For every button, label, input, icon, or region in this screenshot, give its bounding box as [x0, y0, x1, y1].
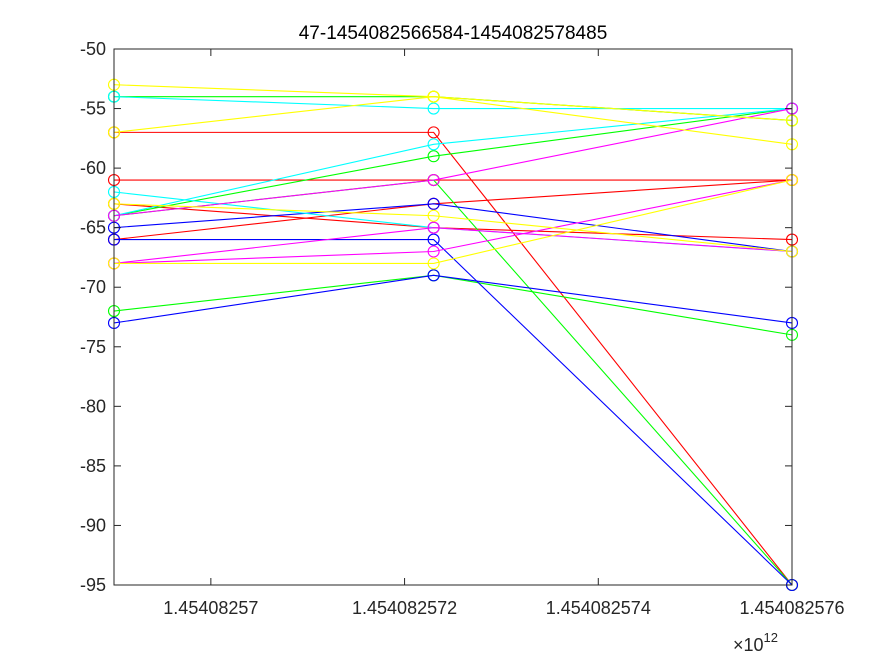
series-line	[114, 179, 793, 264]
data-point-marker	[427, 233, 440, 246]
x-exponent-power: 12	[764, 630, 778, 645]
data-point-marker	[427, 209, 440, 222]
y-axis: -50 -55 -60 -65 -70 -75 -80 -85 -90 -95	[80, 39, 792, 595]
data-point-marker	[427, 173, 440, 187]
series-line	[113, 203, 793, 253]
y-tick-label: -65	[80, 218, 106, 238]
x-tick-label: 1.454082572	[352, 598, 457, 618]
y-tick-label: -95	[80, 575, 106, 595]
data-point-marker	[427, 90, 440, 103]
plot-area	[114, 49, 792, 585]
y-tick-label: -80	[80, 396, 106, 416]
data-point-marker	[427, 197, 440, 210]
data-point-marker	[427, 269, 440, 282]
y-tick-label: -60	[80, 158, 106, 178]
x-tick-label: 1.454082574	[546, 598, 651, 618]
y-tick-label: -75	[80, 337, 106, 357]
data-point-marker	[427, 102, 440, 115]
series-line	[113, 108, 793, 217]
series-line	[113, 108, 793, 217]
axes-layer	[113, 48, 793, 586]
y-tick-label: -70	[80, 277, 106, 297]
data-point-marker	[427, 257, 440, 270]
y-tick-label: -90	[80, 515, 106, 535]
data-point-marker	[427, 221, 440, 234]
series-line	[113, 96, 792, 110]
x-axis: 1.45408257 1.454082572 1.454082574 1.454082…	[163, 49, 845, 618]
data-point-marker	[427, 150, 440, 163]
chart-title: 47-1454082566584-1454082578485	[299, 23, 608, 44]
axes-box	[113, 48, 793, 586]
x-tick-label: 1.454082576	[739, 598, 844, 618]
y-tick-label: -85	[80, 456, 106, 476]
series-layer	[107, 78, 799, 592]
x-exponent-label: ×1012	[733, 630, 778, 655]
data-point-marker	[427, 126, 440, 139]
series-line	[113, 274, 793, 324]
data-point-marker	[427, 245, 440, 258]
series-line	[114, 131, 793, 586]
series-line	[113, 108, 793, 217]
x-tick-label: 1.45408257	[163, 598, 258, 618]
y-tick-label: -50	[80, 39, 106, 59]
x-exponent-base: ×10	[733, 635, 764, 655]
series-line	[113, 203, 793, 253]
y-tick-label: -55	[80, 99, 106, 119]
data-point-marker	[427, 138, 440, 151]
series-line	[113, 179, 793, 264]
series-line	[113, 227, 793, 264]
series-line	[114, 239, 793, 586]
series-line	[113, 96, 793, 133]
